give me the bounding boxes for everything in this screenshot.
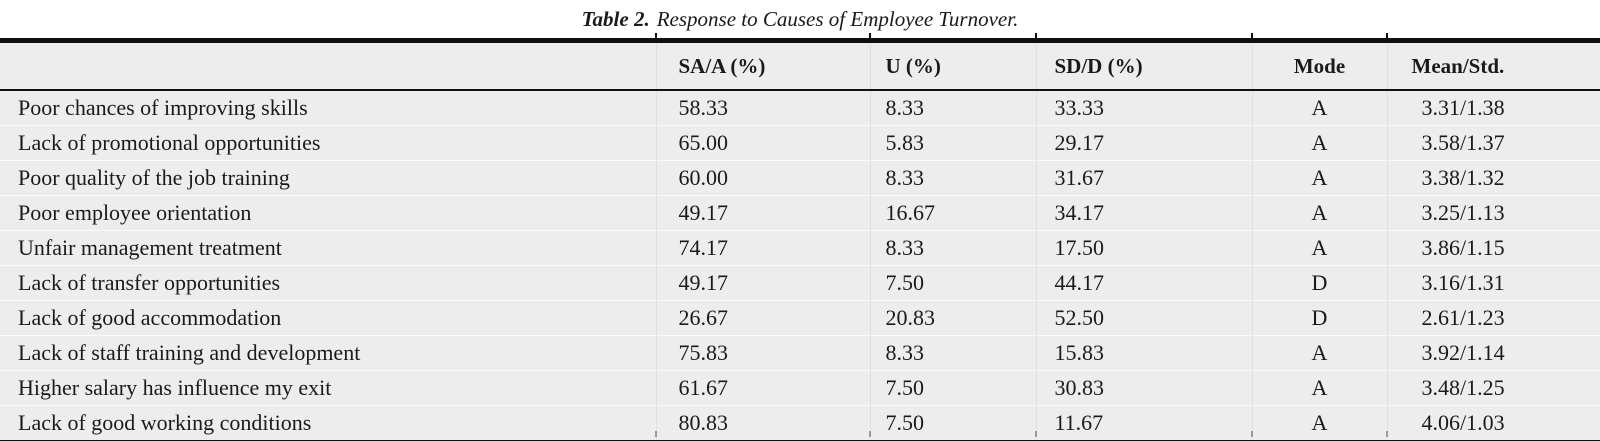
cell-sd-d: 33.33 bbox=[1035, 90, 1252, 126]
cell-u: 8.33 bbox=[869, 160, 1036, 196]
cell-cause: Poor employee orientation bbox=[0, 195, 656, 231]
cell-sd-d: 34.17 bbox=[1035, 195, 1252, 231]
column-divider-notch bbox=[1251, 431, 1253, 437]
cell-mode: A bbox=[1251, 160, 1387, 196]
table-row: Poor employee orientation 49.17 16.67 34… bbox=[0, 195, 1600, 231]
column-divider-notch bbox=[655, 431, 657, 437]
table-caption-label: Table 2. bbox=[581, 7, 650, 31]
column-divider-tick bbox=[1251, 33, 1253, 40]
table-caption: Table 2. Response to Causes of Employee … bbox=[0, 0, 1600, 38]
cell-sa-a: 74.17 bbox=[655, 230, 870, 266]
cell-cause: Unfair management treatment bbox=[0, 230, 656, 266]
cell-cause: Higher salary has influence my exit bbox=[0, 370, 656, 406]
header-cell-mean-std: Mean/Std. bbox=[1386, 40, 1600, 91]
cell-mode: D bbox=[1251, 265, 1387, 301]
table-row: Poor chances of improving skills 58.33 8… bbox=[0, 90, 1600, 126]
header-cell-sd-d: SD/D (%) bbox=[1035, 40, 1252, 91]
cell-u: 8.33 bbox=[869, 335, 1036, 371]
cell-sa-a: 75.83 bbox=[655, 335, 870, 371]
cell-mean-std: 3.31/1.38 bbox=[1386, 90, 1600, 126]
cell-u: 7.50 bbox=[869, 370, 1036, 406]
header-cell-mode: Mode bbox=[1251, 40, 1387, 91]
cell-cause: Lack of promotional opportunities bbox=[0, 125, 656, 161]
cell-sd-d: 15.83 bbox=[1035, 335, 1252, 371]
cell-mean-std: 3.58/1.37 bbox=[1386, 125, 1600, 161]
table-caption-text: Response to Causes of Employee Turnover. bbox=[656, 7, 1019, 31]
cell-mean-std: 2.61/1.23 bbox=[1386, 300, 1600, 336]
column-divider-tick bbox=[655, 33, 657, 40]
cell-sd-d: 31.67 bbox=[1035, 160, 1252, 196]
cell-u: 8.33 bbox=[869, 230, 1036, 266]
table-row: Higher salary has influence my exit 61.6… bbox=[0, 370, 1600, 406]
cell-cause: Lack of staff training and development bbox=[0, 335, 656, 371]
cell-sd-d: 29.17 bbox=[1035, 125, 1252, 161]
cell-mode: D bbox=[1251, 300, 1387, 336]
cell-mode: A bbox=[1251, 90, 1387, 126]
column-divider-tick bbox=[869, 33, 871, 40]
header-row: SA/A (%) U (%) SD/D (%) Mode Mean/Std. bbox=[0, 40, 1600, 91]
table-row: Lack of staff training and development 7… bbox=[0, 335, 1600, 371]
column-divider-notch bbox=[1035, 431, 1037, 437]
column-divider-tick bbox=[1386, 33, 1388, 40]
table-row: Unfair management treatment 74.17 8.33 1… bbox=[0, 230, 1600, 266]
cell-mean-std: 3.48/1.25 bbox=[1386, 370, 1600, 406]
cell-u: 16.67 bbox=[869, 195, 1036, 231]
cell-sa-a: 26.67 bbox=[655, 300, 870, 336]
cell-cause: Poor quality of the job training bbox=[0, 160, 656, 196]
cell-sd-d: 44.17 bbox=[1035, 265, 1252, 301]
cell-sd-d: 30.83 bbox=[1035, 370, 1252, 406]
header-cell-sa-a: SA/A (%) bbox=[655, 40, 870, 91]
cell-u: 5.83 bbox=[869, 125, 1036, 161]
cell-sd-d: 17.50 bbox=[1035, 230, 1252, 266]
cell-sd-d: 52.50 bbox=[1035, 300, 1252, 336]
cell-cause: Lack of good accommodation bbox=[0, 300, 656, 336]
column-divider-tick bbox=[1035, 33, 1037, 40]
cell-sa-a: 61.67 bbox=[655, 370, 870, 406]
cell-u: 20.83 bbox=[869, 300, 1036, 336]
cell-mode: A bbox=[1251, 125, 1387, 161]
cell-sa-a: 58.33 bbox=[655, 90, 870, 126]
cell-mean-std: 3.86/1.15 bbox=[1386, 230, 1600, 266]
column-divider-notch bbox=[1386, 431, 1388, 437]
cell-mode: A bbox=[1251, 405, 1387, 441]
cell-mean-std: 3.25/1.13 bbox=[1386, 195, 1600, 231]
cell-mean-std: 3.38/1.32 bbox=[1386, 160, 1600, 196]
header-cell-u: U (%) bbox=[869, 40, 1036, 91]
cell-mode: A bbox=[1251, 370, 1387, 406]
table-row: Lack of good working conditions 80.83 7.… bbox=[0, 405, 1600, 441]
cell-u: 7.50 bbox=[869, 265, 1036, 301]
cell-sa-a: 80.83 bbox=[655, 405, 870, 441]
cell-cause: Lack of good working conditions bbox=[0, 405, 656, 441]
cell-u: 8.33 bbox=[869, 90, 1036, 126]
cell-mode: A bbox=[1251, 230, 1387, 266]
cell-mode: A bbox=[1251, 335, 1387, 371]
cell-sa-a: 49.17 bbox=[655, 265, 870, 301]
header-cell-cause bbox=[0, 40, 656, 91]
cell-sa-a: 49.17 bbox=[655, 195, 870, 231]
table-row: Lack of transfer opportunities 49.17 7.5… bbox=[0, 265, 1600, 301]
table-row: Poor quality of the job training 60.00 8… bbox=[0, 160, 1600, 196]
cell-cause: Poor chances of improving skills bbox=[18, 95, 308, 120]
cell-sa-a: 60.00 bbox=[655, 160, 870, 196]
cell-sd-d: 11.67 bbox=[1035, 405, 1252, 441]
data-table: SA/A (%) U (%) SD/D (%) Mode Mean/Std. P… bbox=[0, 38, 1600, 441]
cell-cause: Lack of transfer opportunities bbox=[0, 265, 656, 301]
cell-mean-std: 4.06/1.03 bbox=[1386, 405, 1600, 441]
table-row: Lack of promotional opportunities 65.00 … bbox=[0, 125, 1600, 161]
cell-mode: A bbox=[1251, 195, 1387, 231]
cell-u: 7.50 bbox=[869, 405, 1036, 441]
cell-sa-a: 65.00 bbox=[655, 125, 870, 161]
cell-mean-std: 3.92/1.14 bbox=[1386, 335, 1600, 371]
table-row: Lack of good accommodation 26.67 20.83 5… bbox=[0, 300, 1600, 336]
column-divider-notch bbox=[869, 431, 871, 437]
cell-mean-std: 3.16/1.31 bbox=[1386, 265, 1600, 301]
